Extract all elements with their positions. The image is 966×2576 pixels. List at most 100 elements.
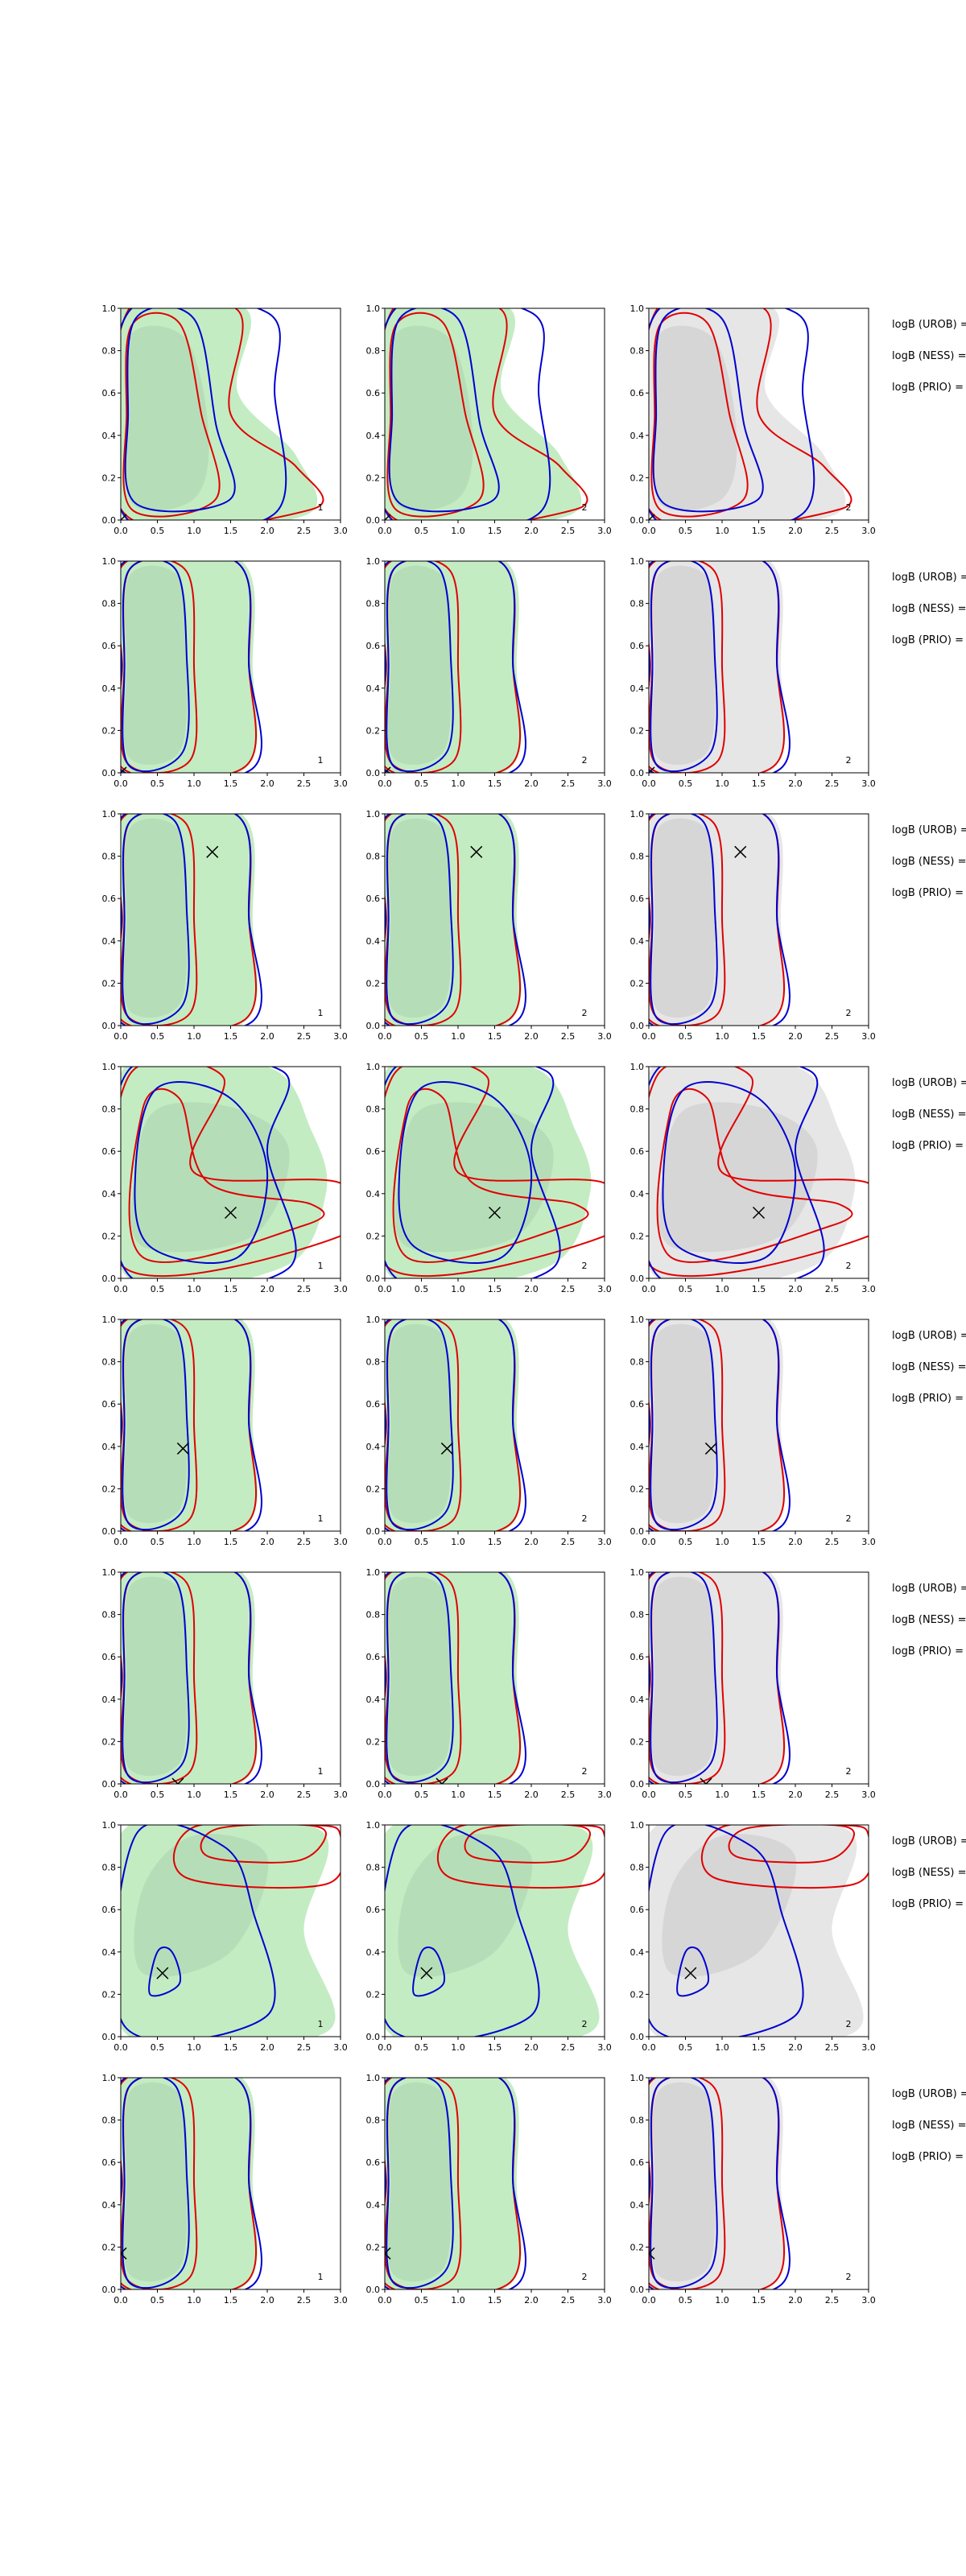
y-tick-label: 1.0: [366, 809, 381, 819]
panel-corner-label: 2: [846, 1261, 852, 1271]
y-tick-label: 1.0: [102, 1820, 117, 1831]
y-tick-label: 0.2: [630, 2242, 645, 2252]
y-tick-label: 0.2: [366, 1484, 381, 1494]
blue-contour-2: [649, 1319, 791, 1531]
panel-r6-c1: 0.0 0.5 1.0 1.5 2.0 2.5 3.0 0.0 0.2 0.4 0.6 0.8 1.0 1: [102, 1567, 348, 1800]
x-tick-label: 0.5: [679, 1537, 693, 1547]
blue-contour-2: [385, 308, 551, 520]
y-tick-label: 0.8: [102, 346, 117, 357]
x-tick-label: 0.5: [415, 2295, 429, 2306]
plot-area: [649, 308, 852, 520]
x-tick-label: 1.0: [715, 1031, 729, 1042]
x-tick-label: 0.5: [151, 1790, 165, 1800]
y-tick-label: 0.0: [366, 2032, 381, 2042]
density-core: [398, 1834, 533, 1977]
side-label-3: logB (PRIO) =: [892, 1140, 964, 1152]
y-tick-label: 0.2: [102, 1484, 117, 1494]
y-tick-label: 0.2: [630, 1989, 645, 2000]
blue-contour-1: [124, 308, 236, 513]
red-contour-2: [436, 1825, 605, 1889]
x-tick-label: 0.5: [415, 2042, 429, 2053]
x-tick-label: 0.0: [642, 1537, 656, 1547]
y-tick-label: 1.0: [366, 1567, 381, 1578]
x-tick-label: 1.5: [488, 2295, 502, 2306]
y-tick-label: 0.8: [630, 1863, 645, 1873]
y-tick-label: 0.0: [102, 1779, 117, 1790]
true-value-marker: [385, 766, 391, 773]
panel-corner-label: 2: [846, 1008, 852, 1018]
y-tick-label: 0.6: [102, 2157, 117, 2168]
x-tick-label: 1.5: [752, 2295, 766, 2306]
y-tick-label: 0.8: [630, 346, 645, 357]
side-label-2: logB (NESS) =: [892, 1867, 966, 1879]
panel-corner-label: 1: [318, 1008, 324, 1018]
y-tick-label: 1.0: [366, 1062, 381, 1072]
y-tick-label: 0.0: [366, 1021, 381, 1031]
y-tick-label: 0.4: [102, 1442, 117, 1452]
red-contour-2: [649, 308, 852, 520]
plot-area: [385, 1067, 605, 1278]
y-tick-label: 1.0: [366, 2073, 381, 2083]
true-value-marker: [171, 1777, 184, 1784]
panel-r7-c2: 0.0 0.5 1.0 1.5 2.0 2.5 3.0 0.0 0.2 0.4 0.6 0.8 1.0 2: [366, 1820, 612, 2053]
x-tick-label: 2.0: [788, 778, 803, 789]
plot-area: [121, 1319, 262, 1531]
y-tick-label: 1.0: [102, 2073, 117, 2083]
y-tick-label: 1.0: [630, 303, 645, 314]
density-core: [651, 818, 716, 1018]
density-core: [134, 1834, 269, 1977]
side-label-1: logB (UROB) =: [892, 1835, 966, 1847]
y-tick-label: 1.0: [630, 556, 645, 567]
y-tick-label: 0.6: [630, 1652, 645, 1662]
x-tick-label: 2.5: [561, 526, 576, 536]
y-tick-label: 0.0: [630, 1779, 645, 1790]
true-value-marker: [704, 1442, 717, 1455]
x-tick-label: 2.5: [561, 778, 576, 789]
density-core: [394, 1102, 554, 1253]
x-tick-label: 3.0: [333, 778, 348, 789]
y-tick-label: 0.6: [366, 1146, 381, 1157]
y-tick-label: 0.2: [102, 978, 117, 989]
x-tick-label: 2.5: [297, 1284, 312, 1294]
panel-r8-c2: 0.0 0.5 1.0 1.5 2.0 2.5 3.0 0.0 0.2 0.4 0.6 0.8 1.0 2: [366, 2073, 612, 2306]
y-tick-label: 0.6: [102, 1652, 117, 1662]
y-tick-label: 0.2: [366, 1231, 381, 1241]
panel-corner-label: 1: [318, 2019, 324, 2029]
y-tick-label: 0.2: [366, 978, 381, 989]
blue-contour-2: [121, 1067, 297, 1278]
side-label-2: logB (NESS) =: [892, 1108, 966, 1121]
y-tick-label: 0.6: [630, 1146, 645, 1157]
x-tick-label: 0.0: [642, 778, 656, 789]
y-tick-label: 0.4: [102, 683, 117, 694]
true-value-marker: [420, 1967, 433, 1979]
y-tick-label: 0.4: [102, 1189, 117, 1199]
x-tick-label: 0.5: [415, 1031, 429, 1042]
side-label-1: logB (UROB) =: [892, 572, 966, 584]
x-tick-label: 3.0: [597, 2295, 612, 2306]
y-tick-label: 0.4: [630, 2200, 645, 2211]
panel-corner-label: 2: [846, 2272, 852, 2282]
blue-contour-1: [386, 561, 454, 773]
x-tick-label: 0.0: [378, 2295, 392, 2306]
side-label-2: logB (NESS) =: [892, 1361, 966, 1373]
true-value-marker: [385, 2247, 391, 2260]
x-tick-label: 0.0: [114, 778, 128, 789]
blue-contour-1: [386, 2078, 454, 2289]
x-tick-label: 0.0: [114, 1790, 128, 1800]
y-tick-label: 0.6: [102, 388, 117, 398]
x-tick-label: 3.0: [861, 1031, 876, 1042]
x-tick-label: 3.0: [597, 1031, 612, 1042]
y-tick-label: 0.6: [630, 388, 645, 398]
x-tick-label: 1.5: [224, 526, 238, 536]
x-tick-label: 2.5: [561, 1790, 576, 1800]
blue-contour-1: [388, 308, 500, 513]
y-tick-label: 0.8: [102, 852, 117, 862]
true-value-marker: [176, 1442, 189, 1455]
y-tick-label: 0.2: [102, 1736, 117, 1747]
y-tick-label: 0.8: [102, 1863, 117, 1873]
x-tick-label: 3.0: [333, 1790, 348, 1800]
y-tick-label: 0.6: [366, 2157, 381, 2168]
y-tick-label: 0.2: [102, 473, 117, 483]
x-tick-label: 3.0: [861, 778, 876, 789]
